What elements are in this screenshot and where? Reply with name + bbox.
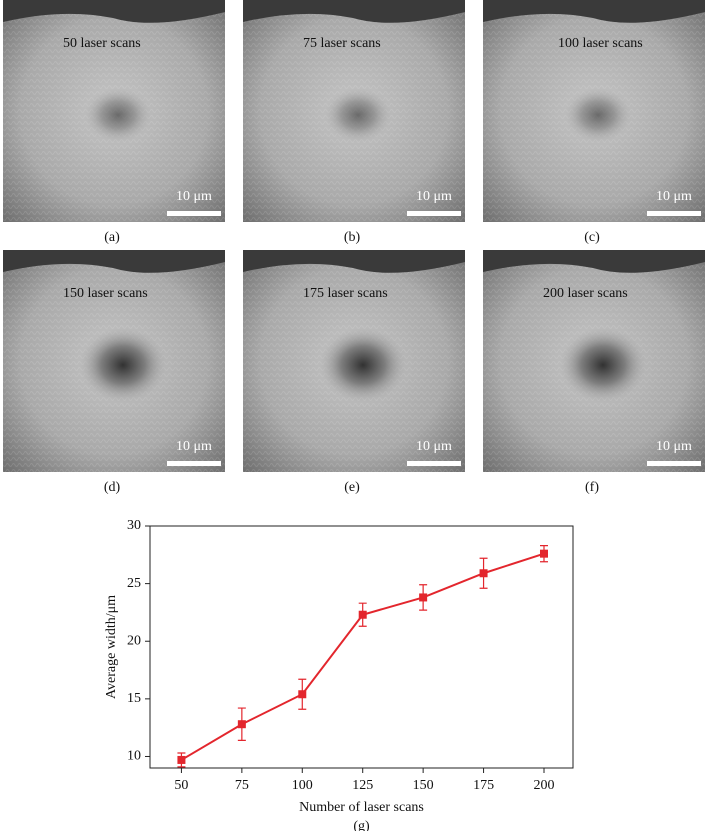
panel-caption: (b)	[344, 230, 361, 245]
sem-panel: 150 laser scans 10 μm (d)	[3, 250, 225, 495]
sem-panel: 175 laser scans 10 μm (e)	[243, 250, 465, 495]
scale-bar	[407, 211, 461, 216]
panel-label: 200 laser scans	[543, 286, 628, 301]
sem-feature	[559, 327, 647, 403]
sem-feature	[319, 327, 407, 403]
data-point	[539, 549, 548, 558]
data-point	[419, 593, 428, 602]
sem-edge	[3, 0, 225, 23]
x-tick-label: 75	[235, 778, 249, 793]
sem-feature	[324, 87, 392, 143]
panel-label: 75 laser scans	[303, 36, 381, 51]
data-point	[358, 610, 367, 619]
x-tick-label: 100	[292, 778, 313, 793]
sem-feature	[79, 327, 167, 403]
y-tick-label: 25	[127, 576, 141, 591]
scale-bar-label: 10 μm	[176, 189, 212, 204]
sem-panel: 200 laser scans 10 μm (f)	[483, 250, 705, 495]
panel-caption: (d)	[104, 480, 121, 495]
sem-panel: 100 laser scans 10 μm (c)	[483, 0, 705, 245]
sem-feature	[84, 87, 152, 143]
plot-frame	[149, 525, 574, 769]
y-tick-label: 10	[127, 749, 141, 764]
scale-bar	[167, 211, 221, 216]
panel-label: 175 laser scans	[303, 286, 388, 301]
x-tick-label: 125	[352, 778, 373, 793]
y-tick-label: 15	[127, 691, 141, 706]
scale-bar-label: 10 μm	[176, 439, 212, 454]
x-axis-label: Number of laser scans	[299, 800, 424, 815]
sem-panel: 50 laser scans 10 μm (a)	[3, 0, 225, 245]
y-axis-label: Average width/μm	[104, 595, 119, 699]
data-point	[237, 720, 246, 729]
chart-caption: (g)	[353, 819, 370, 831]
scale-bar-label: 10 μm	[416, 439, 452, 454]
y-tick-label: 30	[127, 518, 141, 533]
panel-caption: (a)	[104, 230, 120, 245]
panel-caption: (c)	[584, 230, 600, 245]
scale-bar-label: 10 μm	[656, 189, 692, 204]
data-point	[177, 755, 186, 764]
sem-edge	[243, 250, 465, 273]
sem-edge	[3, 250, 225, 273]
x-tick-label: 50	[174, 778, 188, 793]
x-tick-label: 175	[473, 778, 494, 793]
scale-bar	[647, 211, 701, 216]
y-tick-label: 20	[127, 633, 141, 648]
sem-edge	[243, 0, 465, 23]
data-point	[479, 569, 488, 578]
scale-bar-label: 10 μm	[416, 189, 452, 204]
panel-label: 50 laser scans	[63, 36, 141, 51]
panel-caption: (f)	[585, 480, 599, 495]
scale-bar	[167, 461, 221, 466]
scale-bar-label: 10 μm	[656, 439, 692, 454]
sem-panel: 75 laser scans 10 μm (b)	[243, 0, 465, 245]
panel-caption: (e)	[344, 480, 360, 495]
scale-bar	[647, 461, 701, 466]
data-point	[298, 690, 307, 699]
panel-label: 100 laser scans	[558, 36, 643, 51]
sem-edge	[483, 0, 705, 23]
series-line	[180, 552, 545, 761]
sem-feature	[564, 87, 632, 143]
scale-bar	[407, 461, 461, 466]
panel-label: 150 laser scans	[63, 286, 148, 301]
x-tick-label: 200	[533, 778, 554, 793]
x-tick-label: 150	[413, 778, 434, 793]
sem-edge	[483, 250, 705, 273]
